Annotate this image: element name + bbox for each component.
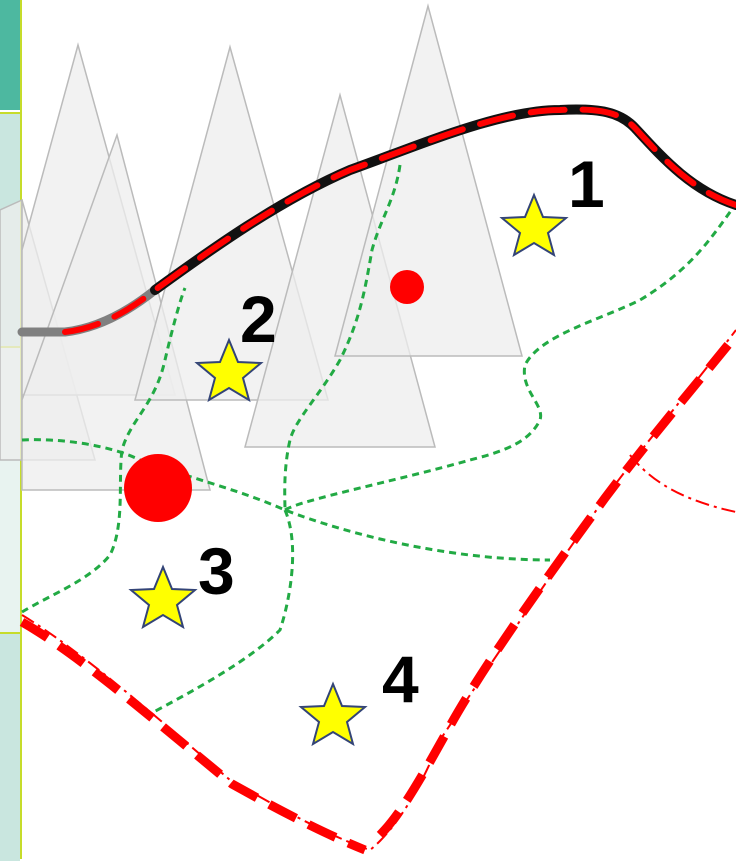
site-labels: 1 2 3 4 (198, 147, 605, 716)
side-panel-tab[interactable] (0, 632, 20, 861)
trail-path (21, 438, 551, 562)
poi-layer (124, 270, 424, 522)
side-panel-tab-active[interactable] (0, 0, 20, 110)
trail-path (147, 509, 295, 717)
trail-path (283, 164, 402, 511)
trail-path (284, 204, 736, 512)
trail-layer (21, 164, 736, 717)
star-icon[interactable] (300, 683, 366, 745)
site-label-3: 3 (198, 534, 235, 608)
tree-triangle-icon (334, 3, 523, 357)
site-label-4: 4 (382, 642, 419, 716)
boundary-thick-layer (19, 332, 736, 855)
red-dot-icon[interactable] (390, 270, 424, 304)
red-dot-icon[interactable] (124, 454, 192, 522)
boundary-line-thick (19, 618, 367, 855)
site-label-2: 2 (240, 282, 277, 356)
tree-layer (0, 3, 523, 491)
trail-path (21, 287, 187, 614)
boundary-line-thin (629, 454, 736, 513)
road-layer (17, 104, 736, 337)
star-icon[interactable] (130, 566, 196, 628)
site-label-1: 1 (568, 147, 605, 221)
road-boundary-overlay (62, 106, 736, 335)
boundary-line-thick (376, 332, 736, 839)
tree-triangle-icon (134, 44, 329, 401)
star-icon[interactable] (501, 194, 567, 256)
